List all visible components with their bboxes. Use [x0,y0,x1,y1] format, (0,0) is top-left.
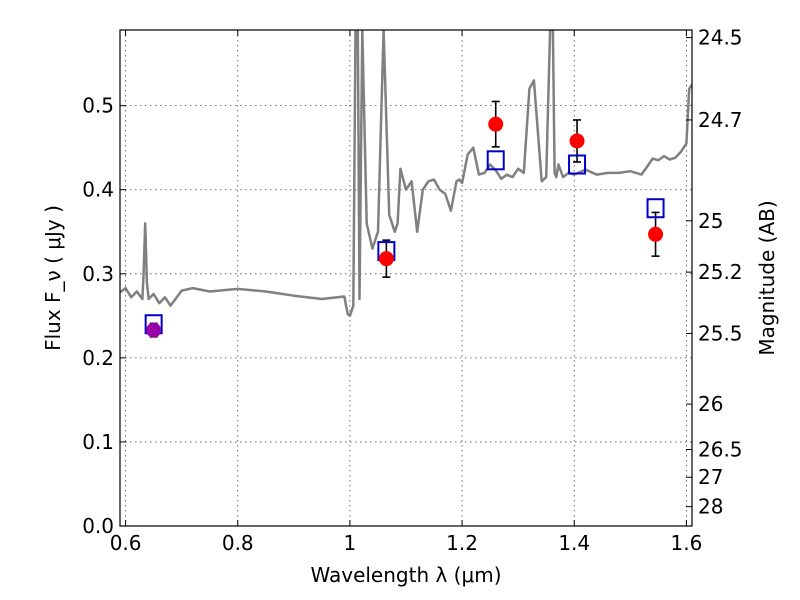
axis-ticks: 0.6 0.8 1 1.2 1.4 1.6 0.0 0.1 0.2 0.3 0.4 0.5 24.5 24… [82,26,742,555]
observed-points [146,116,664,338]
y-tick-label: 0.0 [82,514,114,538]
y-tick-label: 0.5 [82,94,114,118]
x-tick-label: 1.2 [446,531,478,555]
right-axis-label: Magnitude (AB) [755,200,779,355]
right-tick-label: 26.5 [698,437,743,461]
right-tick-label: 25 [698,209,723,233]
observed-point [648,226,664,242]
y-tick-label: 0.2 [82,346,114,370]
y-tick-label: 0.3 [82,262,114,286]
y-tick-label: 0.1 [82,430,114,454]
x-axis-label: Wavelength λ (μm) [310,563,501,587]
observed-point [378,251,394,267]
x-tick-label: 0.6 [110,531,142,555]
model-square [486,150,505,171]
right-tick-label: 24.7 [698,108,743,132]
observed-point [146,322,162,338]
model-square [568,154,587,175]
plot-area [120,30,692,338]
x-tick-label: 1.6 [670,531,702,555]
right-tick-label: 25.2 [698,260,743,284]
spectrum-line [120,30,692,318]
right-tick-label: 28 [698,495,723,519]
plot-frame [119,29,693,527]
y-tick-label: 0.4 [82,178,114,202]
observed-point [488,116,504,132]
right-tick-label: 24.5 [698,26,743,50]
y-axis-label: Flux F_ν ( μJy ) [41,205,65,351]
x-tick-label: 0.8 [222,531,254,555]
model-square [646,198,665,219]
right-tick-label: 26 [698,392,723,416]
observed-point [569,133,585,149]
x-tick-label: 1 [344,531,357,555]
right-tick-label: 25.5 [698,321,743,345]
right-tick-label: 27 [698,465,723,489]
x-tick-label: 1.4 [558,531,590,555]
